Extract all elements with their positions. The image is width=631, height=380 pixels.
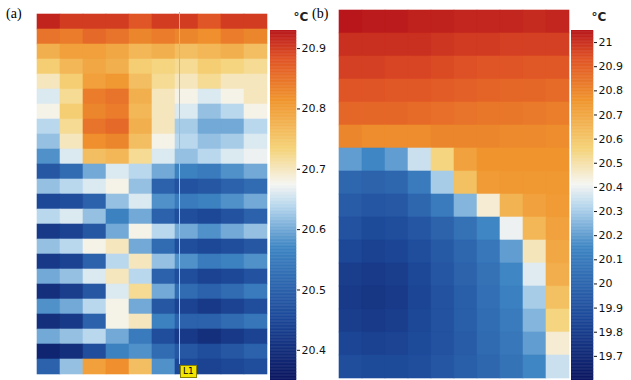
svg-text:19.9: 19.9 [599,302,624,315]
svg-text:20.2: 20.2 [599,229,624,242]
svg-text:20.4: 20.4 [302,344,327,357]
svg-text:21: 21 [599,36,613,49]
svg-text:20.3: 20.3 [599,205,624,218]
html-text:°C: °C [591,10,607,24]
html-text:°C (b): °C (b) [293,6,329,24]
svg-text:20.8: 20.8 [302,102,327,115]
svg-text:20: 20 [599,277,613,290]
svg-text:20.7: 20.7 [599,109,624,122]
html-text:(a): (a) [6,6,22,21]
svg-text:20.5: 20.5 [599,157,624,170]
svg-text:20.4: 20.4 [599,181,624,194]
svg-text:20.9: 20.9 [599,60,624,73]
svg-text:19.7: 19.7 [599,350,624,363]
svg-text:20.1: 20.1 [599,253,624,266]
svg-text:20.6: 20.6 [599,133,624,146]
html-text:L1: L1 [183,366,194,376]
svg-text:20.8: 20.8 [599,84,624,97]
svg-text:20.7: 20.7 [302,163,327,176]
svg-text:20.9: 20.9 [302,42,327,55]
svg-text:20.5: 20.5 [302,284,327,297]
svg-text:19.8: 19.8 [599,326,624,339]
svg-text:20.6: 20.6 [302,223,327,236]
